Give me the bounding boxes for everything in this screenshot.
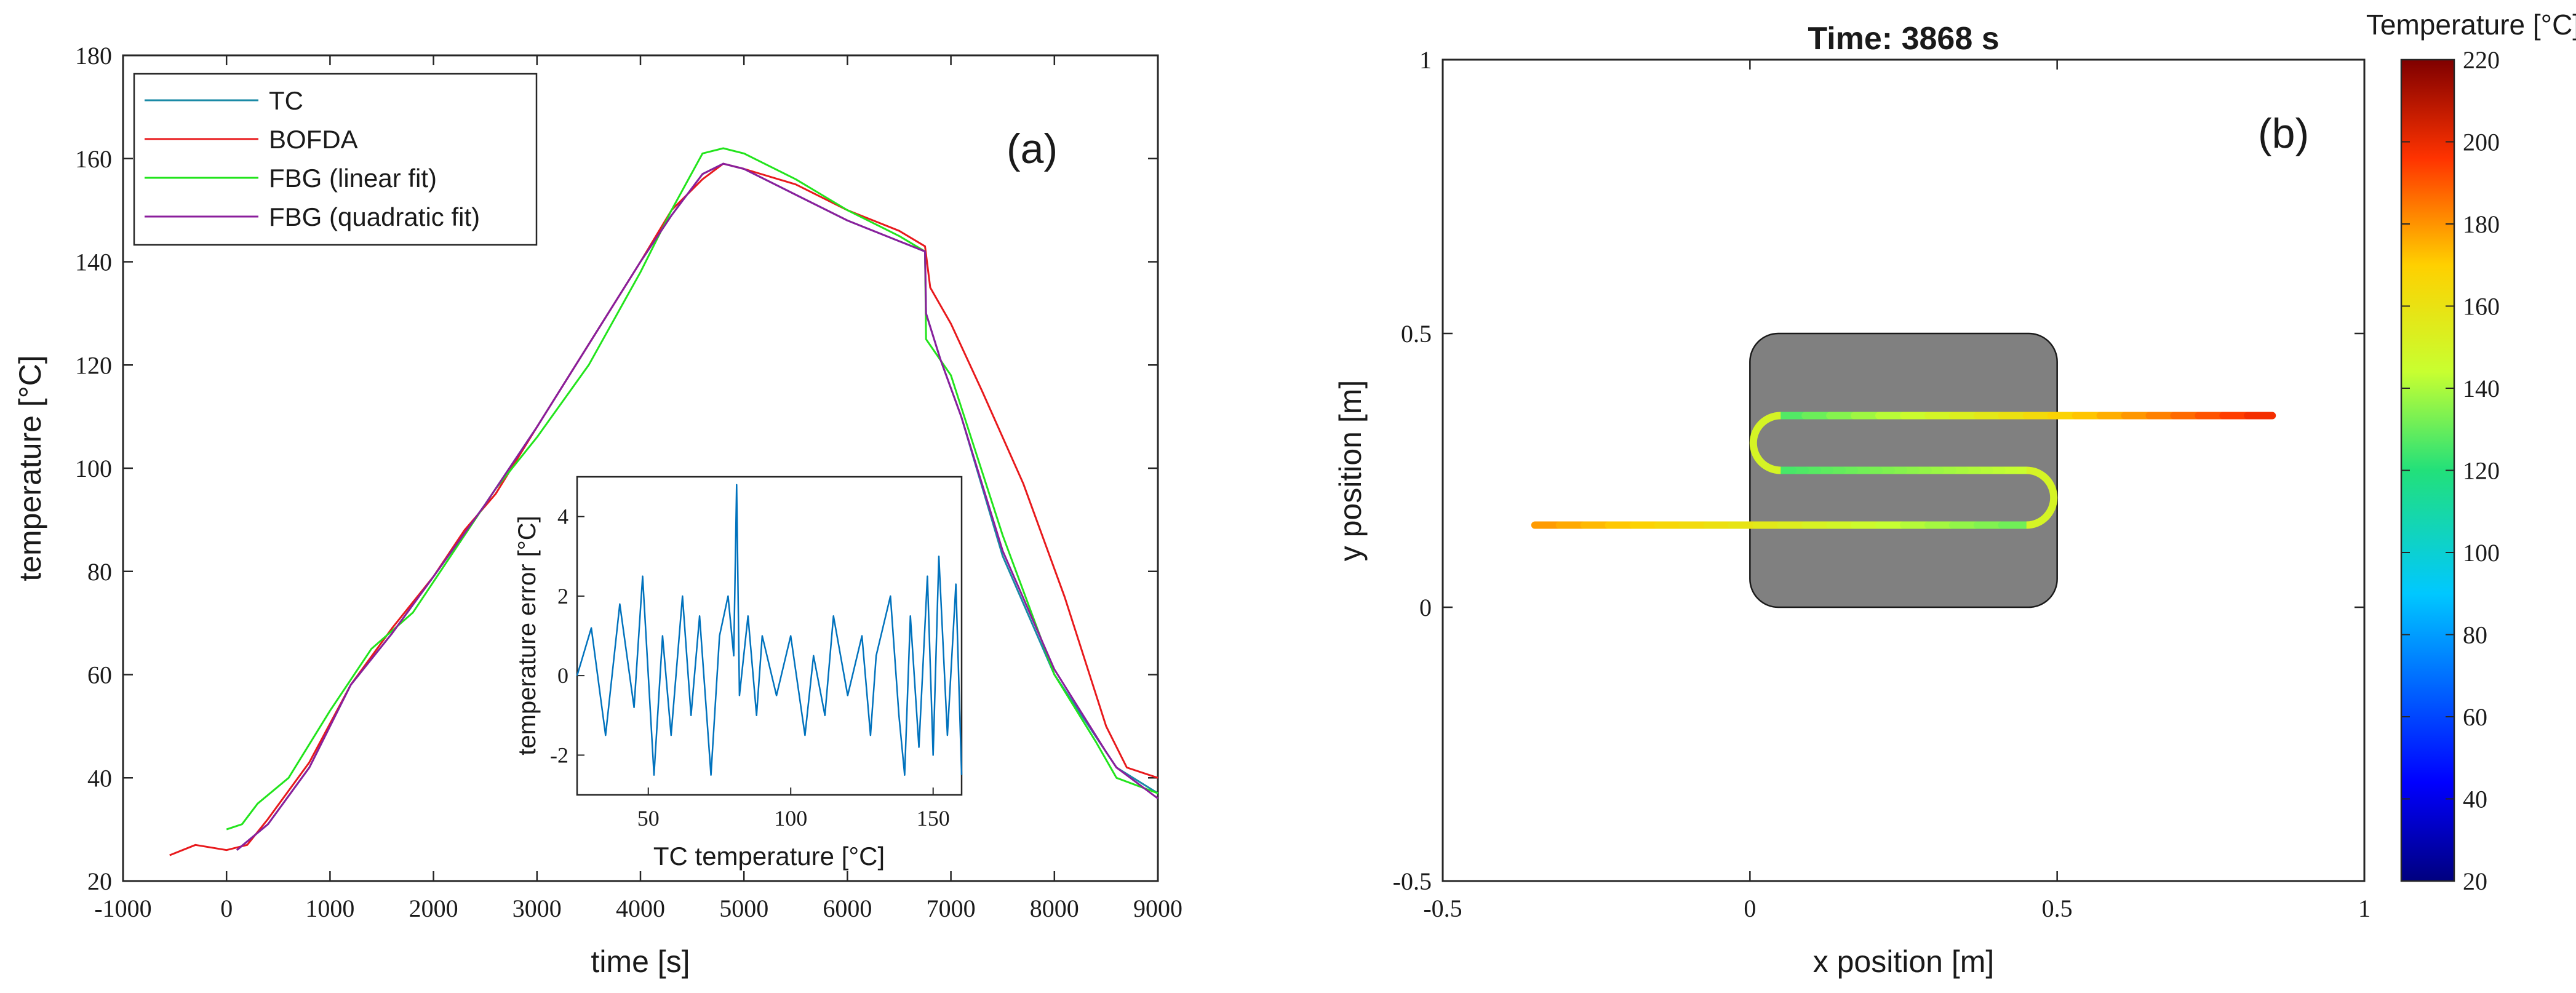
- b-x-tick-label: 1: [2358, 895, 2371, 922]
- inset-xlabel: TC temperature [°C]: [653, 842, 885, 871]
- inset-y-tick-label: 0: [557, 663, 568, 688]
- x-tick-label: 1000: [305, 895, 354, 922]
- b-y-tick-label: 1: [1419, 46, 1432, 74]
- series-line-fbg-linear-fit-: [226, 147, 1158, 831]
- y-tick-label: 60: [87, 661, 112, 689]
- inset-x-tick-label: 150: [917, 806, 950, 831]
- colorbar-tick-label: 140: [2463, 375, 2500, 402]
- colorbar-tick-label: 160: [2463, 293, 2500, 321]
- panel-a-tag: (a): [1007, 126, 1058, 172]
- panel-b-tag: (b): [2258, 110, 2309, 157]
- inset-axes-box: [576, 476, 963, 796]
- colorbar-gradient: [2400, 58, 2455, 882]
- legend-entry-bofda: BOFDA: [269, 125, 358, 154]
- y-tick-label: 180: [75, 42, 112, 70]
- inset-x-tick-label: 50: [637, 806, 660, 831]
- panel-b-content: [1531, 332, 2276, 608]
- b-y-tick-label: 0.5: [1401, 320, 1432, 348]
- b-x-tick-label: -0.5: [1423, 895, 1462, 922]
- panel-b-ylabel: y position [m]: [1333, 380, 1368, 562]
- y-tick-label: 160: [75, 145, 112, 173]
- y-tick-label: 40: [87, 764, 112, 792]
- colorbar-tick-label: 220: [2463, 46, 2500, 74]
- panel-b: -0.5 0 0.5 1 -0.5 0 0.5 1 Time: 3868 s (b) x po…: [1333, 9, 2576, 979]
- colorbar-tick-label: 60: [2463, 703, 2487, 731]
- panel-b-title: Time: 3868 s: [1808, 21, 1999, 57]
- panel-b-ticks: -0.5 0 0.5 1 -0.5 0 0.5 1: [1393, 46, 2371, 922]
- x-tick-label: 5000: [719, 895, 768, 922]
- panel-a-ylabel: temperature [°C]: [13, 355, 47, 581]
- series-line-fbg-quadratic-fit-: [236, 162, 1158, 851]
- colorbar-tick-label: 100: [2463, 539, 2500, 567]
- x-tick-label: 3000: [512, 895, 562, 922]
- colorbar-tick-label: 200: [2463, 129, 2500, 156]
- x-tick-label: 8000: [1030, 895, 1079, 922]
- colorbar-ticks: 20 40 60 80 100 120 140 160 180 200 220: [2401, 46, 2500, 895]
- x-tick-label: 2000: [409, 895, 458, 922]
- y-tick-label: 20: [87, 867, 112, 895]
- x-tick-label: 0: [220, 895, 233, 922]
- panel-a: -1000 0 1000 2000 3000 4000 5000 6000 7000 8000 90…: [13, 42, 1182, 979]
- x-tick-label: 9000: [1133, 895, 1182, 922]
- colorbar-label: Temperature [°C]: [2366, 9, 2576, 41]
- fiber-bend-left: [1749, 412, 1781, 474]
- panel-b-xlabel: x position [m]: [1813, 944, 1995, 979]
- colorbar-tick-label: 80: [2463, 621, 2487, 649]
- panel-a-xlabel: time [s]: [591, 944, 690, 979]
- legend-entry-fbg-quadratic: FBG (quadratic fit): [269, 202, 480, 231]
- inset-ylabel: temperature error [°C]: [514, 516, 541, 755]
- inset-x-tick-label: 100: [774, 806, 807, 831]
- legend-entry-tc: TC: [269, 86, 303, 115]
- panel-a-series: [169, 147, 1158, 856]
- panel-a-ticks: -1000 0 1000 2000 3000 4000 5000 6000 7000 8000 90…: [75, 42, 1182, 922]
- inset-error-line: [576, 484, 963, 776]
- inset-y-tick-label: -2: [550, 743, 568, 767]
- inset-y-tick-label: 2: [557, 584, 568, 608]
- colorbar-tick-label: 180: [2463, 210, 2500, 238]
- b-x-tick-label: 0.5: [2042, 895, 2073, 922]
- colorbar: 20 40 60 80 100 120 140 160 180 200 220 Temperatur…: [2366, 9, 2576, 895]
- y-tick-label: 100: [75, 455, 112, 482]
- x-tick-label: 4000: [616, 895, 665, 922]
- b-y-tick-label: 0: [1419, 594, 1432, 621]
- inset-series: [576, 484, 963, 776]
- b-x-tick-label: 0: [1744, 895, 1756, 922]
- colorbar-tick-label: 20: [2463, 867, 2487, 895]
- x-tick-label: -1000: [94, 895, 151, 922]
- colorbar-tick-label: 40: [2463, 786, 2487, 813]
- x-tick-label: 7000: [927, 895, 976, 922]
- inset-plot: 50 100 150 -2 0 2 4 TC temperature [°C] temper…: [514, 476, 963, 871]
- fiber-bend-right: [2026, 466, 2058, 529]
- inset-ticks: 50 100 150 -2 0 2 4: [550, 504, 950, 831]
- x-tick-label: 6000: [823, 895, 872, 922]
- legend: TC BOFDA FBG (linear fit) FBG (quadratic…: [133, 73, 538, 246]
- y-tick-label: 120: [75, 351, 112, 379]
- colorbar-tick-label: 120: [2463, 457, 2500, 485]
- y-tick-label: 140: [75, 249, 112, 276]
- legend-entry-fbg-linear: FBG (linear fit): [269, 164, 437, 193]
- b-y-tick-label: -0.5: [1393, 867, 1432, 895]
- inset-y-tick-label: 4: [557, 504, 568, 529]
- y-tick-label: 80: [87, 558, 112, 586]
